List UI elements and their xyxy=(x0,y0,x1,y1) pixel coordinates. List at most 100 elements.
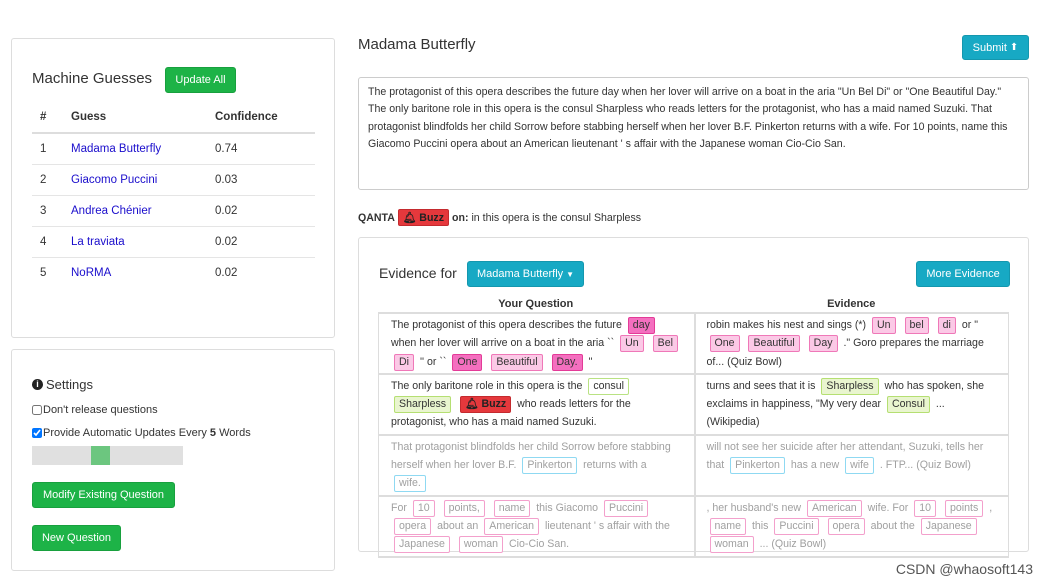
guess-row: 3 Andrea Chénier 0.02 xyxy=(32,194,315,226)
guess-confidence: 0.03 xyxy=(207,163,315,195)
modify-existing-question-button[interactable]: Modify Existing Question xyxy=(32,482,175,508)
guess-link[interactable]: Giacomo Puccini xyxy=(71,173,158,186)
auto-update-checkbox[interactable] xyxy=(32,428,42,438)
guess-confidence: 0.02 xyxy=(207,194,315,226)
text-fragment: That protagonist blindfolds her child So… xyxy=(391,440,671,472)
highlighted-word: Un xyxy=(872,317,896,334)
submit-label: Submit xyxy=(972,41,1007,54)
guesses-table: # Guess Confidence 1 Madama Butterfly 0.… xyxy=(32,101,315,288)
highlighted-word: wife xyxy=(845,457,874,475)
column-header-guess: Guess xyxy=(63,101,207,134)
highlighted-word: consul xyxy=(588,377,629,395)
text-fragment: '' or `` xyxy=(419,355,447,368)
buzz-marker: 🔔︎ Buzz xyxy=(460,396,512,414)
highlighted-word: opera xyxy=(827,517,865,535)
highlighted-word: bel xyxy=(904,317,929,334)
highlighted-word: Pinkerton xyxy=(522,457,578,475)
text-fragment: has a new xyxy=(790,459,840,472)
question-title: Madama Butterfly xyxy=(358,36,476,53)
update-frequency-slider[interactable] xyxy=(32,446,183,465)
auto-update-option[interactable]: Provide Automatic Updates Every 5 Words xyxy=(32,427,251,439)
slider-thumb[interactable] xyxy=(91,446,111,465)
info-icon: i xyxy=(32,379,43,390)
text-fragment: wife. For xyxy=(867,501,909,514)
text-fragment: , xyxy=(989,501,993,514)
caret-down-icon: ▼ xyxy=(566,269,575,279)
highlighted-word: Bel xyxy=(652,335,678,353)
question-textarea[interactable]: The protagonist of this opera describes … xyxy=(358,77,1029,190)
guess-row: 2 Giacomo Puccini 0.03 xyxy=(32,163,315,195)
new-question-button[interactable]: New Question xyxy=(32,525,121,551)
evidence-table: Your Question Evidence The protagonist o… xyxy=(378,298,1009,558)
evidence-snippet: robin makes his nest and sings (*) Un be… xyxy=(693,314,1009,373)
text-fragment: when her lover will arrive on a boat in … xyxy=(391,337,615,350)
evidence-snippet: turns and sees that it is Sharpless who … xyxy=(693,374,1009,434)
auto-update-suffix: Words xyxy=(219,427,251,439)
qanta-label: QANTA xyxy=(358,211,395,224)
highlighted-word: Consul xyxy=(886,396,930,414)
highlighted-word: Pinkerton xyxy=(730,457,785,475)
text-fragment: will not see her suicide after her atten… xyxy=(706,440,984,472)
auto-update-word-count: 5 xyxy=(209,427,217,439)
highlighted-word: wife. xyxy=(394,475,426,493)
guess-dropdown[interactable]: Madama Butterfly ▼ xyxy=(467,261,584,287)
evidence-row: The only baritone role in this opera is … xyxy=(378,372,1009,434)
text-fragment: returns with a xyxy=(583,459,647,472)
guess-confidence: 0.02 xyxy=(207,256,315,288)
text-fragment: or " xyxy=(961,319,978,331)
highlighted-word: points, xyxy=(443,499,485,517)
text-fragment: ... (Wikipedia) xyxy=(706,398,945,429)
evidence-for-label: Evidence for xyxy=(379,265,457,281)
guess-link[interactable]: Madama Butterfly xyxy=(71,142,162,155)
highlighted-word: Sharpless xyxy=(394,396,452,414)
highlighted-word: name xyxy=(709,517,746,535)
highlighted-word: opera xyxy=(394,517,432,535)
question-sentence: That protagonist blindfolds her child So… xyxy=(378,435,694,495)
evidence-row: That protagonist blindfolds her child So… xyxy=(378,433,1009,495)
text-fragment: The only baritone role in this opera is … xyxy=(391,379,583,392)
highlighted-word: Un xyxy=(620,335,644,353)
text-fragment: this Giacomo xyxy=(536,501,599,514)
highlighted-word: Sharpless xyxy=(821,377,879,395)
question-sentence: The only baritone role in this opera is … xyxy=(378,374,694,434)
highlighted-word: day xyxy=(627,317,655,334)
highlighted-word: points xyxy=(944,499,984,517)
text-fragment: For xyxy=(391,501,407,514)
update-all-button[interactable]: Update All xyxy=(165,67,236,93)
text-fragment: robin makes his nest and sings (*) xyxy=(706,319,867,331)
highlighted-word: American xyxy=(484,517,540,535)
guess-confidence: 0.74 xyxy=(207,132,315,164)
question-sentence: For 10 points, name this Giacomo Puccini… xyxy=(378,496,694,556)
highlighted-word: woman xyxy=(709,536,754,554)
more-evidence-button[interactable]: More Evidence xyxy=(916,261,1010,287)
highlighted-word: Beautiful xyxy=(491,353,543,371)
highlighted-word: 10 xyxy=(412,499,435,517)
buzz-label: Buzz xyxy=(419,212,445,224)
buzz-badge: 🔔︎ Buzz xyxy=(397,209,450,226)
guess-link[interactable]: NoRMA xyxy=(71,266,112,279)
guess-link[interactable]: La traviata xyxy=(71,235,125,248)
evidence-row: For 10 points, name this Giacomo Puccini… xyxy=(378,494,1009,558)
dont-release-label: Don't release questions xyxy=(43,404,158,416)
guess-link[interactable]: Andrea Chénier xyxy=(71,204,152,217)
column-header-confidence: Confidence xyxy=(207,101,315,134)
dont-release-checkbox[interactable] xyxy=(32,405,42,415)
guess-dropdown-value: Madama Butterfly xyxy=(476,268,564,280)
bell-icon: 🔔︎ xyxy=(465,398,482,411)
settings-heading: i Settings xyxy=(32,377,93,392)
question-sentence: The protagonist of this opera describes … xyxy=(378,314,694,373)
text-fragment: . FTP... (Quiz Bowl) xyxy=(879,459,971,472)
machine-guesses-panel: Machine Guesses Update All # Guess Confi… xyxy=(11,38,335,338)
text-fragment: this xyxy=(751,519,769,532)
dont-release-option[interactable]: Don't release questions xyxy=(32,404,158,416)
text-fragment: The protagonist of this opera describes … xyxy=(391,319,622,331)
upload-icon: ⬆ xyxy=(1009,42,1019,53)
highlighted-word: Japanese xyxy=(394,536,450,554)
submit-button[interactable]: Submit ⬆ xyxy=(962,35,1029,60)
text-fragment: ." Goro prepares the marriage of... (Qui… xyxy=(706,337,984,368)
text-fragment: about the xyxy=(870,519,915,532)
evidence-snippet: , her husband's new American wife. For 1… xyxy=(693,496,1009,556)
evidence-snippet: will not see her suicide after her atten… xyxy=(693,435,1009,495)
machine-guesses-title: Machine Guesses xyxy=(32,70,153,87)
guess-row: 5 NoRMA 0.02 xyxy=(32,256,315,288)
